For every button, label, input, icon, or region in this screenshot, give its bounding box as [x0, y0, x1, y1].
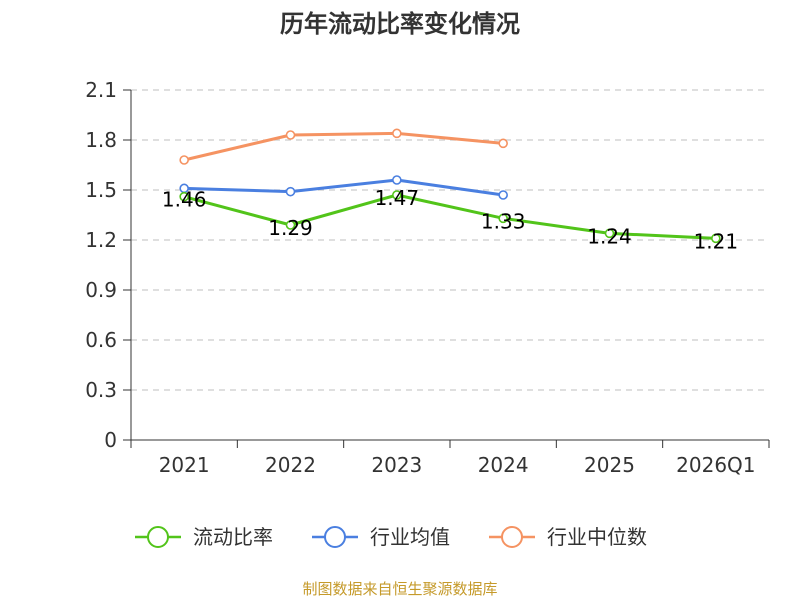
data-point-current_ratio [285, 220, 296, 230]
y-tick-label: 0.3 [85, 378, 117, 402]
legend-item-current_ratio[interactable]: 流动比率 [135, 525, 273, 549]
legend[interactable]: 流动比率 行业均值 行业中位数 [135, 525, 647, 549]
legend-item-industry_mean[interactable]: 行业均值 [312, 525, 450, 549]
x-tick-label: 2024 [478, 453, 529, 477]
x-tick-label: 2026Q1 [676, 453, 755, 477]
series-line-industry_median [183, 131, 504, 162]
y-tick-label: 1.5 [85, 178, 117, 202]
source-note: 制图数据来自恒生聚源数据库 [302, 580, 498, 598]
data-point-current_ratio [498, 213, 508, 224]
data-label: 1.46 [162, 188, 207, 212]
x-tick-label: 2022 [265, 453, 316, 477]
data-label-layer: 1.46 1.29 1.47 1.33 1.24 1.21 [162, 186, 738, 253]
legend-label: 行业均值 [370, 525, 450, 549]
grid-layer [131, 89, 769, 391]
axis-layer: 0 0.3 0.6 0.9 1.2 1.5 1.8 2.1 2021 2022 2023 2024 20… [85, 78, 770, 477]
data-point-industry_median [285, 130, 296, 140]
data-point-current_ratio [604, 228, 615, 239]
series-layer [179, 128, 721, 244]
data-label: 1.24 [587, 224, 632, 248]
data-label: 1.21 [694, 229, 739, 253]
y-tick-label: 0 [104, 428, 117, 452]
data-label: 1.33 [481, 209, 526, 233]
data-point-current_ratio [392, 190, 402, 200]
data-label: 1.47 [375, 186, 420, 210]
data-label: 1.29 [268, 216, 313, 240]
legend-label: 流动比率 [193, 525, 273, 549]
data-point-industry_mean [498, 190, 508, 200]
series-line-current_ratio [183, 193, 716, 240]
data-point-current_ratio [711, 233, 721, 244]
legend-item-industry_median[interactable]: 行业中位数 [489, 525, 647, 549]
legend-marker-icon [501, 526, 523, 548]
y-tick-label: 2.1 [85, 78, 117, 102]
legend-marker-icon [324, 526, 346, 548]
data-point-industry_median [179, 155, 189, 165]
data-point-industry_mean [285, 186, 296, 197]
x-tick-label: 2021 [159, 453, 210, 477]
x-tick-label: 2025 [584, 453, 635, 477]
legend-marker-icon [147, 526, 169, 548]
data-point-current_ratio [179, 191, 189, 202]
y-tick-label: 1.2 [85, 228, 117, 252]
data-point-industry_median [392, 128, 402, 139]
legend-label: 行业中位数 [547, 525, 647, 549]
chart-title: 历年流动比率变化情况 [280, 10, 520, 38]
data-point-industry_mean [392, 175, 402, 185]
y-tick-label: 0.6 [85, 328, 117, 352]
y-tick-label: 0.9 [85, 278, 117, 302]
x-tick-label: 2023 [371, 453, 422, 477]
data-point-industry_median [498, 138, 508, 149]
series-line-industry_mean [184, 178, 504, 197]
y-tick-label: 1.8 [85, 128, 117, 152]
